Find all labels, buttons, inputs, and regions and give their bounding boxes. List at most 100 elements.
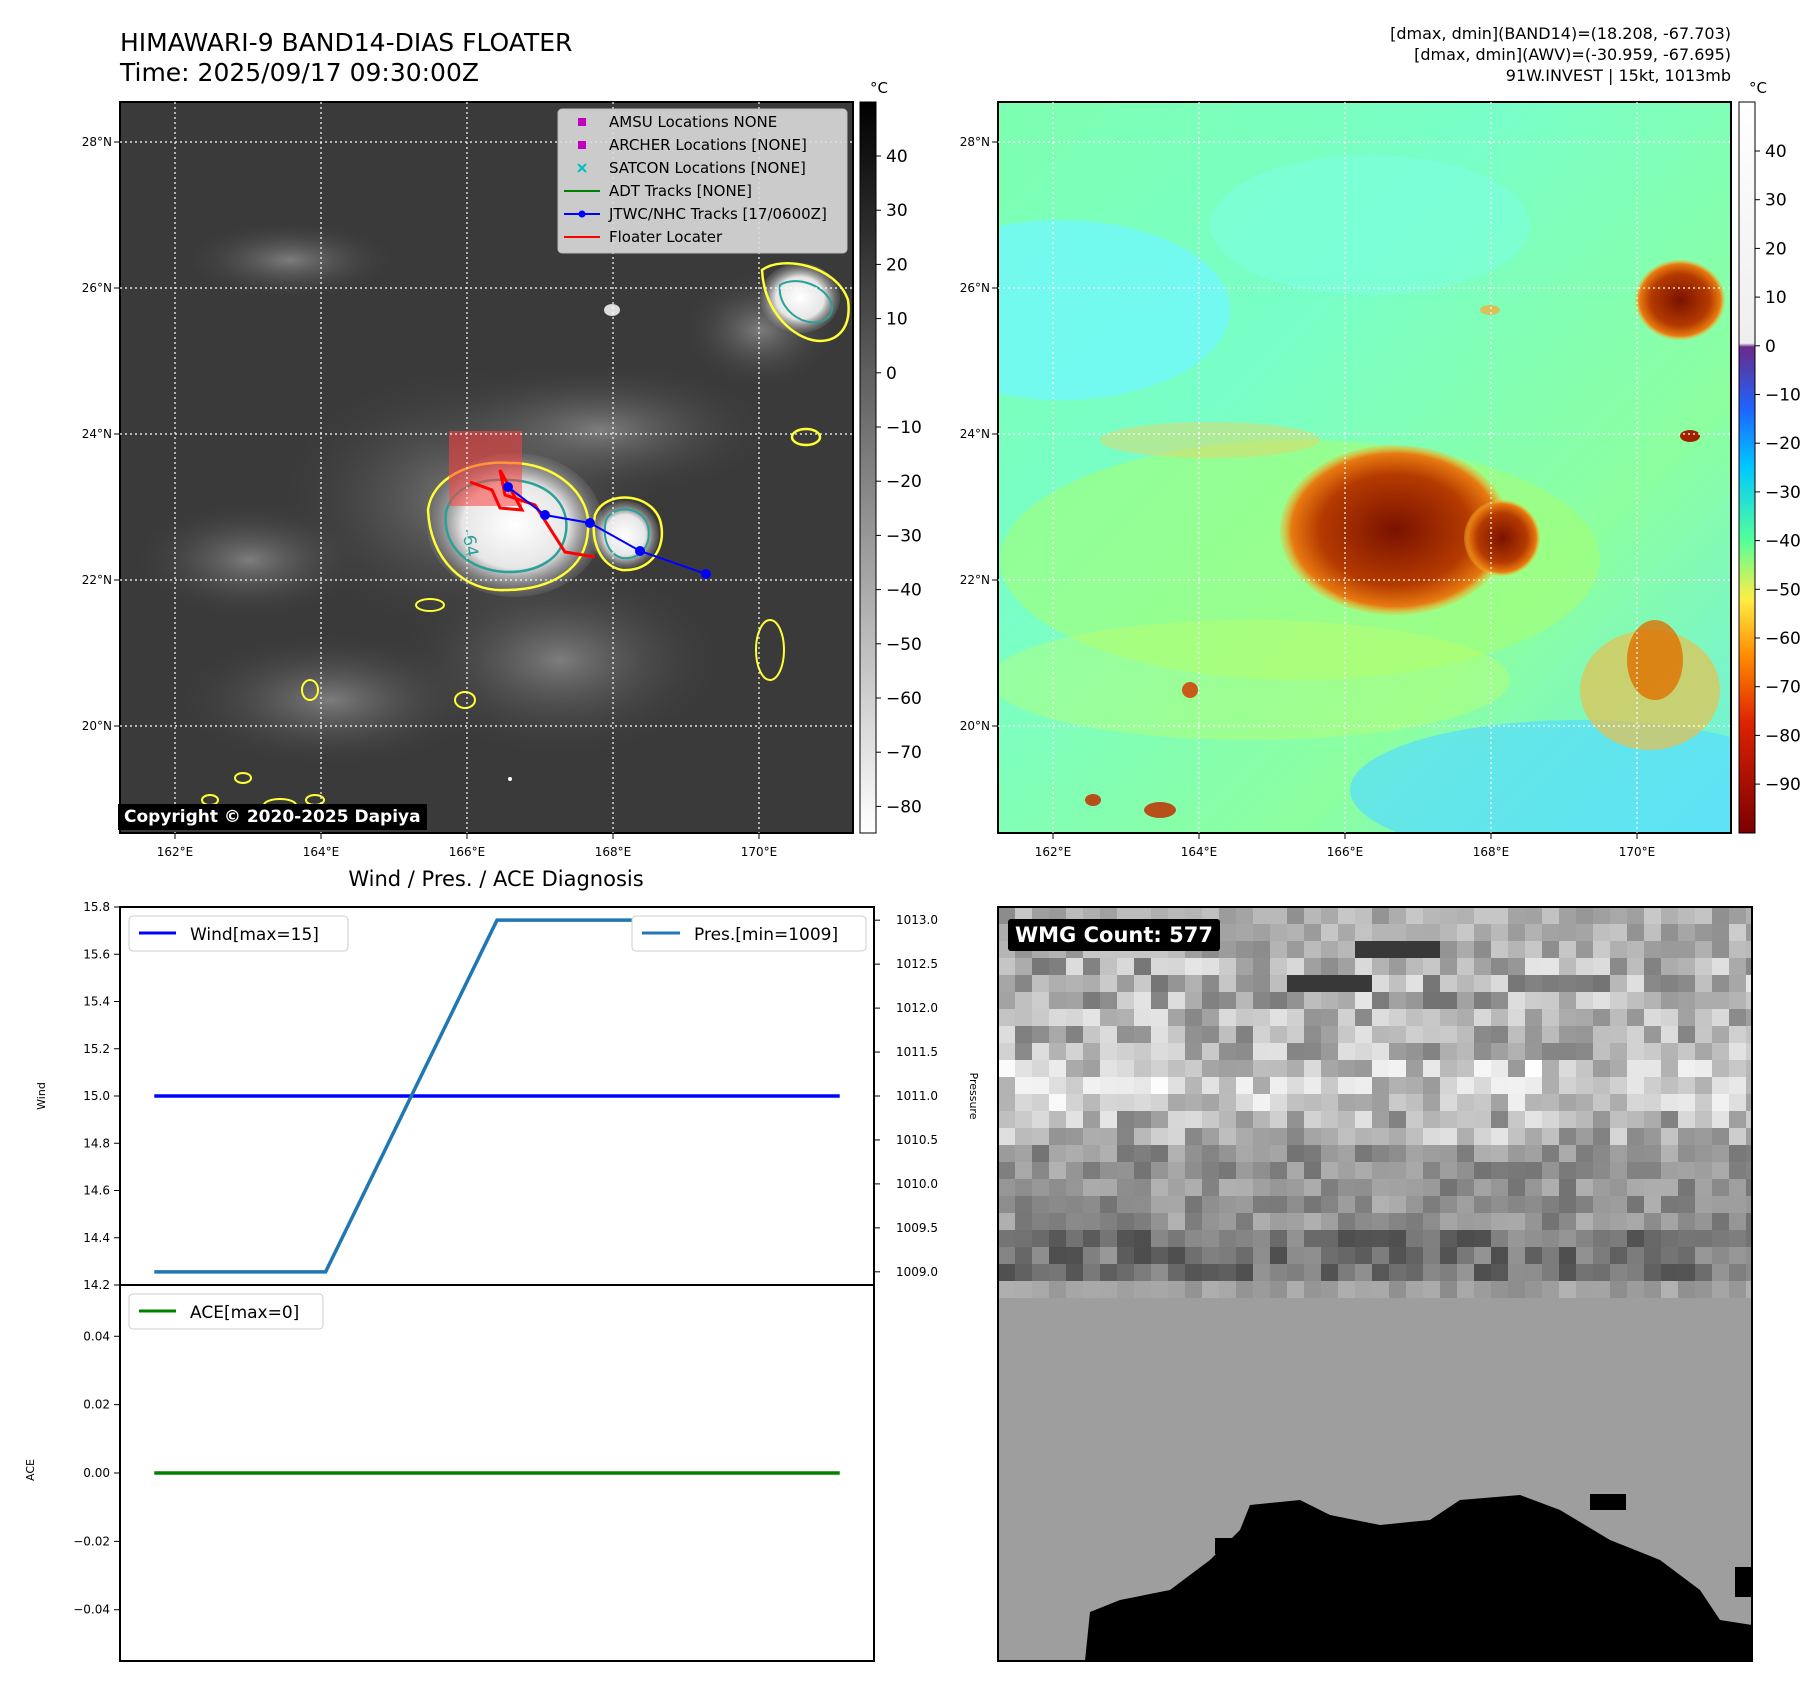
wmg-cell xyxy=(1678,958,1695,975)
wmg-cell xyxy=(1491,958,1508,975)
wmg-cell xyxy=(1661,1264,1678,1281)
wmg-cell xyxy=(1729,1111,1746,1128)
wmg-cell xyxy=(1712,1043,1729,1060)
ir-colorbar xyxy=(859,101,877,834)
wmg-cell xyxy=(1576,1043,1593,1060)
wmg-cell xyxy=(1593,1196,1610,1213)
wmg-count-label: WMG Count: 577 xyxy=(1008,919,1220,951)
wmg-cell xyxy=(1168,1094,1185,1111)
pressure-y-tick-label: 1012.0 xyxy=(896,1001,938,1015)
wmg-cell xyxy=(1321,1111,1338,1128)
legend-x-marker xyxy=(577,163,587,173)
wind-y-tick-label: 15.6 xyxy=(83,947,110,961)
wmg-cell xyxy=(1185,1332,1202,1349)
wmg-cell xyxy=(1678,1315,1695,1332)
wmg-cell xyxy=(1508,1196,1525,1213)
wmg-cell xyxy=(998,992,1015,1009)
wmg-cell xyxy=(1712,1094,1729,1111)
wmg-cell xyxy=(1746,1145,1752,1162)
wmg-cell xyxy=(1134,1145,1151,1162)
wmg-cell xyxy=(1678,1128,1695,1145)
wmg-cell xyxy=(1695,1196,1712,1213)
ir-legend: AMSU Locations NONE ARCHER Locations [NON… xyxy=(557,108,848,254)
colorbar-tick-label: 0 xyxy=(1765,337,1776,357)
wmg-cell xyxy=(1593,1111,1610,1128)
wmg-cell xyxy=(1406,1060,1423,1077)
colorbar-tick-label: 20 xyxy=(1765,239,1787,259)
wmg-cell xyxy=(1610,992,1627,1009)
wmg-cell xyxy=(1661,1196,1678,1213)
wmg-cell xyxy=(1015,1315,1032,1332)
wmg-cell xyxy=(1389,1145,1406,1162)
wmg-cell xyxy=(1576,1213,1593,1230)
wmg-cell xyxy=(1117,1043,1134,1060)
wmg-cell xyxy=(1746,975,1752,992)
wmg-cell xyxy=(1032,1060,1049,1077)
wmg-cell xyxy=(1049,1145,1066,1162)
wmg-cell xyxy=(1066,1247,1083,1264)
wmg-cell xyxy=(1440,907,1457,924)
wmg-cell xyxy=(1406,1332,1423,1349)
wmg-cell xyxy=(1219,1128,1236,1145)
wmg-cell xyxy=(1321,1162,1338,1179)
wmg-cell xyxy=(1168,992,1185,1009)
wmg-cell xyxy=(1321,1264,1338,1281)
wmg-cell xyxy=(1491,975,1508,992)
wmg-cell xyxy=(1627,958,1644,975)
wmg-cell xyxy=(1219,907,1236,924)
wmg-cell xyxy=(1202,1145,1219,1162)
wmg-cell xyxy=(1338,1315,1355,1332)
wmg-cell xyxy=(1627,1264,1644,1281)
wmg-cell xyxy=(1508,1111,1525,1128)
wmg-cell xyxy=(1542,1179,1559,1196)
wmg-cell xyxy=(1610,1332,1627,1349)
x-tick-label: 164°E xyxy=(1181,845,1218,859)
wmg-cell xyxy=(1678,907,1695,924)
wmg-cell xyxy=(1287,1213,1304,1230)
wmg-cell xyxy=(1185,1077,1202,1094)
color-gridlines xyxy=(998,102,1731,833)
wind-y-tick-label: 14.4 xyxy=(83,1231,110,1245)
wmg-cell xyxy=(1049,1111,1066,1128)
wmg-cell xyxy=(1270,1247,1287,1264)
wmg-cell xyxy=(1236,1298,1253,1315)
wmg-cell xyxy=(1372,1009,1389,1026)
wmg-cell xyxy=(1185,1281,1202,1298)
wmg-cell xyxy=(1168,958,1185,975)
wmg-cell xyxy=(1355,907,1372,924)
wmg-cell xyxy=(1729,958,1746,975)
wmg-cell xyxy=(1474,1179,1491,1196)
wmg-cell xyxy=(1661,958,1678,975)
wmg-cell xyxy=(1372,1230,1389,1247)
wmg-cell xyxy=(1015,1179,1032,1196)
wmg-cell xyxy=(1491,907,1508,924)
wmg-cell xyxy=(1678,941,1695,958)
wmg-cell xyxy=(1236,1162,1253,1179)
wmg-cell xyxy=(998,1043,1015,1060)
wmg-cell xyxy=(1559,907,1576,924)
wmg-cell xyxy=(1559,1281,1576,1298)
wmg-cell xyxy=(1678,1179,1695,1196)
wmg-cell xyxy=(1440,1111,1457,1128)
wmg-cell xyxy=(1661,1111,1678,1128)
wmg-cell xyxy=(1644,1026,1661,1043)
wmg-cell xyxy=(1661,1315,1678,1332)
wmg-cell xyxy=(1644,1179,1661,1196)
legend-label: SATCON Locations [NONE] xyxy=(609,159,806,177)
wmg-cell xyxy=(1542,907,1559,924)
wmg-cell xyxy=(1457,1196,1474,1213)
wmg-cell xyxy=(1185,1026,1202,1043)
wmg-cell xyxy=(1083,1009,1100,1026)
wmg-cell xyxy=(1100,1128,1117,1145)
wmg-cell xyxy=(1406,1094,1423,1111)
wmg-cell xyxy=(1712,1281,1729,1298)
wmg-cell xyxy=(1491,1196,1508,1213)
wmg-cell xyxy=(1729,941,1746,958)
wmg-cell xyxy=(1168,1128,1185,1145)
wmg-cell xyxy=(1440,1162,1457,1179)
wmg-cell xyxy=(1440,1128,1457,1145)
wmg-cell xyxy=(1440,1077,1457,1094)
colorbar-tick-label: −30 xyxy=(886,526,922,546)
wmg-cell xyxy=(1219,1315,1236,1332)
wmg-cell xyxy=(1746,941,1752,958)
